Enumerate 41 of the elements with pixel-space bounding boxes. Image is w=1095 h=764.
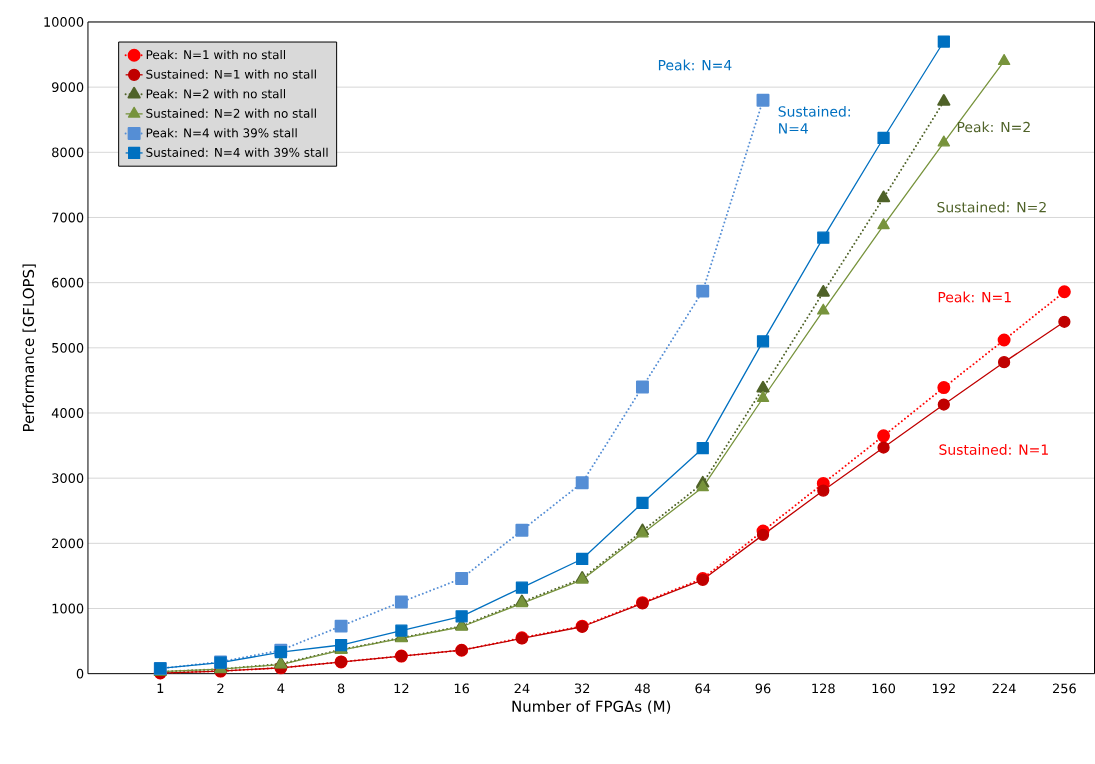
x-tick-label: 160 [872, 683, 896, 694]
x-tick-label: 256 [1052, 683, 1076, 694]
annotation: Peak: N=2 [957, 121, 1030, 133]
y-tick-label: 6000 [52, 277, 84, 288]
x-tick-label: 224 [992, 683, 1016, 694]
x-tick-label: 1 [157, 683, 164, 694]
y-tick-label: 3000 [52, 473, 84, 484]
annotation: Sustained: N=1 [939, 444, 1048, 456]
legend-label: Sustained: N=1 with no stall [146, 69, 316, 79]
legend-label: Peak: N=2 with no stall [146, 89, 286, 99]
x-tick-label: 4 [277, 683, 285, 694]
x-tick-label: 96 [755, 683, 771, 694]
annotation: Sustained: N=4 [778, 106, 850, 134]
x-tick-label: 48 [634, 683, 650, 694]
y-tick-label: 9000 [52, 82, 84, 93]
legend-label: Peak: N=4 with 39% stall [146, 128, 297, 138]
annotation: Peak: N=4 [658, 59, 732, 71]
legend-label: Peak: N=1 with no stall [146, 50, 286, 60]
y-tick-label: 8000 [52, 147, 84, 158]
x-tick-label: 64 [695, 683, 711, 694]
x-tick-label: 12 [394, 683, 409, 694]
y-tick-label: 0 [76, 668, 84, 679]
x-tick-label: 16 [454, 683, 470, 694]
x-axis-title: Number of FPGAs (M) [512, 700, 671, 714]
x-tick-label: 2 [217, 683, 224, 694]
x-tick-label: 128 [812, 683, 835, 694]
legend-label: Sustained: N=4 with 39% stall [146, 147, 328, 158]
x-tick-label: 8 [337, 683, 345, 694]
x-tick-label: 32 [574, 683, 590, 694]
annotation: Sustained: N=2 [937, 201, 1046, 213]
legend-label: Sustained: N=2 with no stall [146, 108, 316, 119]
annotation: Peak: N=1 [938, 291, 1011, 303]
y-tick-label: 5000 [52, 343, 84, 353]
y-tick-label: 2000 [52, 538, 84, 549]
y-tick-label: 1000 [52, 603, 84, 614]
y-tick-label: 10000 [44, 17, 84, 28]
y-tick-label: 7000 [52, 212, 84, 223]
x-tick-label: 24 [514, 683, 530, 694]
y-tick-label: 4000 [51, 408, 84, 419]
y-axis-title: Performance [GFLOPS] [22, 264, 36, 432]
x-tick-label: 192 [932, 683, 955, 694]
